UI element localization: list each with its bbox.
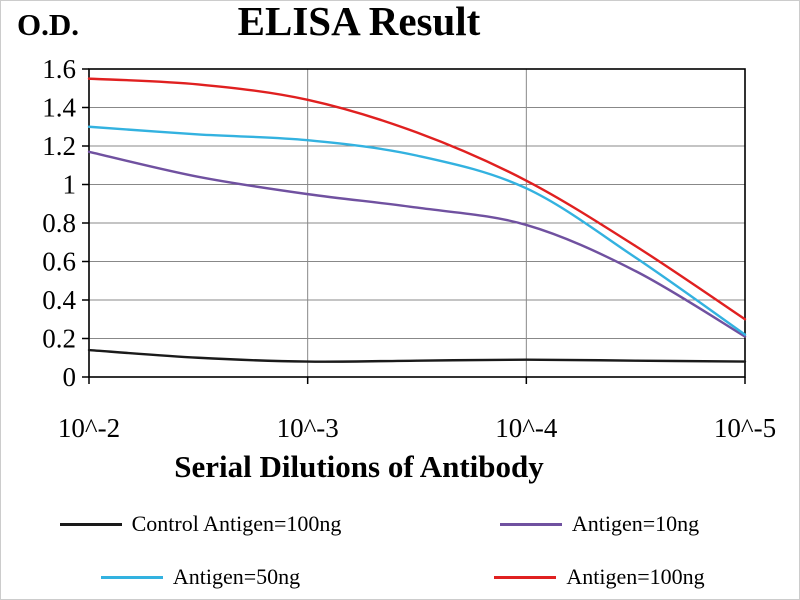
legend-label-50ng: Antigen=50ng: [172, 564, 301, 589]
legend: Control Antigen=100ng Antigen=10ng Antig…: [1, 511, 799, 590]
y-tick-label: 1.6: [42, 54, 76, 84]
legend-item-antigen-10ng: Antigen=10ng: [400, 511, 799, 537]
y-tick-label: 1.4: [42, 93, 76, 123]
legend-label-100ng: Antigen=100ng: [566, 564, 705, 589]
x-tick-label: 10^-3: [277, 413, 339, 443]
x-tick-label: 10^-2: [58, 413, 120, 443]
y-tick-label: 0: [63, 362, 77, 392]
legend-line-swatch-10ng: [499, 522, 562, 526]
y-tick-label: 0.8: [42, 208, 76, 238]
series-line-2: [87, 125, 747, 336]
series-line-1: [87, 150, 747, 338]
legend-line-swatch-100ng: [494, 575, 557, 579]
series-line-3: [87, 77, 747, 321]
x-tick-label: 10^-5: [714, 413, 776, 443]
y-axis-unit-label: O.D.: [17, 7, 79, 42]
y-tick-label: 0.2: [42, 324, 76, 354]
y-tick-label: 0.6: [42, 247, 76, 277]
legend-label-10ng: Antigen=10ng: [571, 511, 700, 536]
legend-item-antigen-50ng: Antigen=50ng: [1, 564, 400, 590]
series-line-0: [87, 348, 747, 363]
x-tick-label: 10^-4: [495, 413, 558, 443]
x-axis-title: Serial Dilutions of Antibody: [174, 449, 544, 484]
legend-line-swatch-50ng: [100, 575, 163, 579]
legend-label-control: Control Antigen=100ng: [131, 511, 342, 536]
y-tick-label: 1.2: [42, 131, 76, 161]
legend-item-antigen-100ng: Antigen=100ng: [400, 564, 799, 590]
y-tick-label: 0.4: [42, 285, 76, 315]
chart-title: ELISA Result: [237, 0, 481, 44]
plot-border: [88, 68, 746, 378]
legend-item-control-antigen: Control Antigen=100ng: [1, 511, 400, 537]
y-tick-label: 1: [63, 170, 77, 200]
legend-line-swatch-control: [59, 522, 122, 526]
